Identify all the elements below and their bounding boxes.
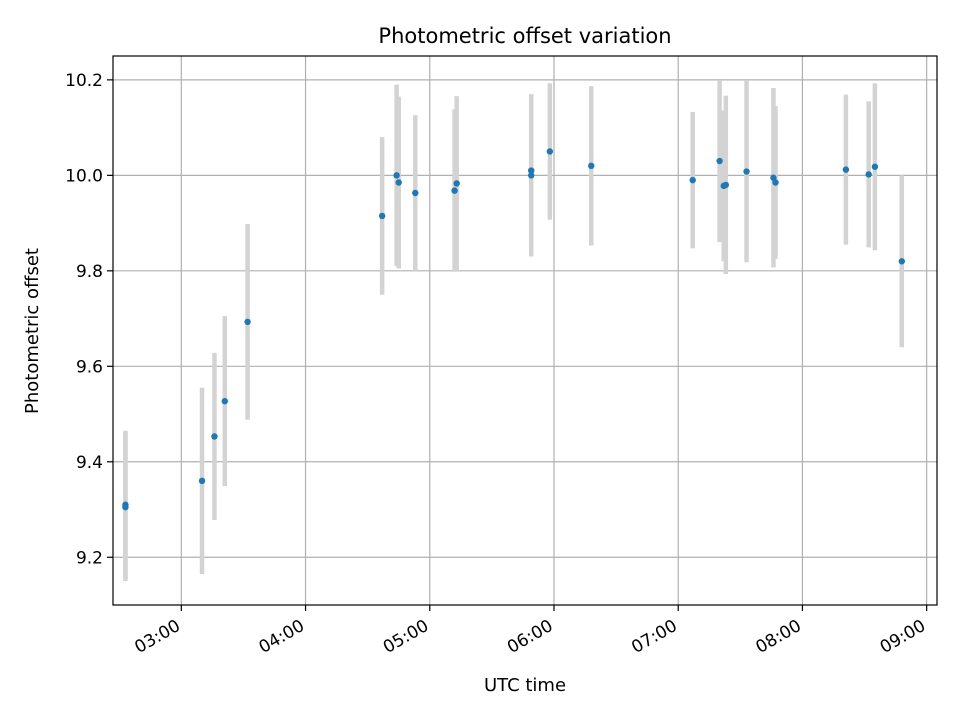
- x-tick-label: 08:00: [752, 616, 804, 658]
- chart-title: Photometric offset variation: [378, 24, 671, 48]
- data-point: [393, 172, 400, 179]
- point-layer: [122, 148, 906, 511]
- data-point: [588, 162, 595, 169]
- x-tick-label: 04:00: [256, 616, 308, 658]
- data-point: [546, 148, 554, 155]
- data-point: [528, 167, 535, 174]
- tick-layer: 03:00 04:00 05:00 06:00 07:00 08:00 09:00 9.2 9.…: [65, 71, 929, 658]
- y-tick-label: 9.4: [76, 453, 103, 473]
- data-point: [689, 176, 696, 184]
- data-point: [770, 174, 777, 181]
- data-point: [451, 187, 458, 194]
- data-point: [871, 163, 879, 170]
- x-tick-label: 09:00: [877, 616, 929, 658]
- data-point: [772, 179, 779, 186]
- data-point: [898, 258, 906, 265]
- data-point: [378, 212, 386, 220]
- data-point: [395, 179, 402, 186]
- data-point: [221, 397, 228, 405]
- y-tick-label: 9.2: [76, 548, 103, 568]
- data-point: [722, 181, 730, 189]
- y-tick-label: 10.0: [65, 166, 103, 186]
- x-tick-label: 03:00: [131, 616, 183, 658]
- data-point: [716, 157, 723, 165]
- x-tick-label: 07:00: [628, 616, 680, 658]
- data-point: [211, 433, 218, 440]
- x-tick-label: 06:00: [504, 616, 556, 658]
- data-point: [528, 172, 535, 179]
- y-axis-label: Photometric offset: [22, 248, 43, 414]
- x-axis-label: UTC time: [484, 675, 566, 696]
- data-point: [743, 168, 750, 175]
- data-point: [453, 180, 460, 187]
- data-point: [865, 171, 872, 178]
- y-tick-label: 10.2: [65, 71, 103, 91]
- x-tick-label: 05:00: [380, 616, 432, 658]
- data-point: [198, 477, 206, 485]
- errorbar-layer: [123, 79, 905, 582]
- grid-layer: [113, 56, 937, 605]
- plot-frame: [112, 55, 938, 606]
- y-tick-label: 9.6: [76, 357, 103, 377]
- data-point: [842, 166, 850, 173]
- y-tick-label: 9.8: [76, 262, 103, 282]
- data-point: [244, 318, 251, 326]
- data-point: [412, 189, 419, 197]
- data-point: [122, 503, 129, 511]
